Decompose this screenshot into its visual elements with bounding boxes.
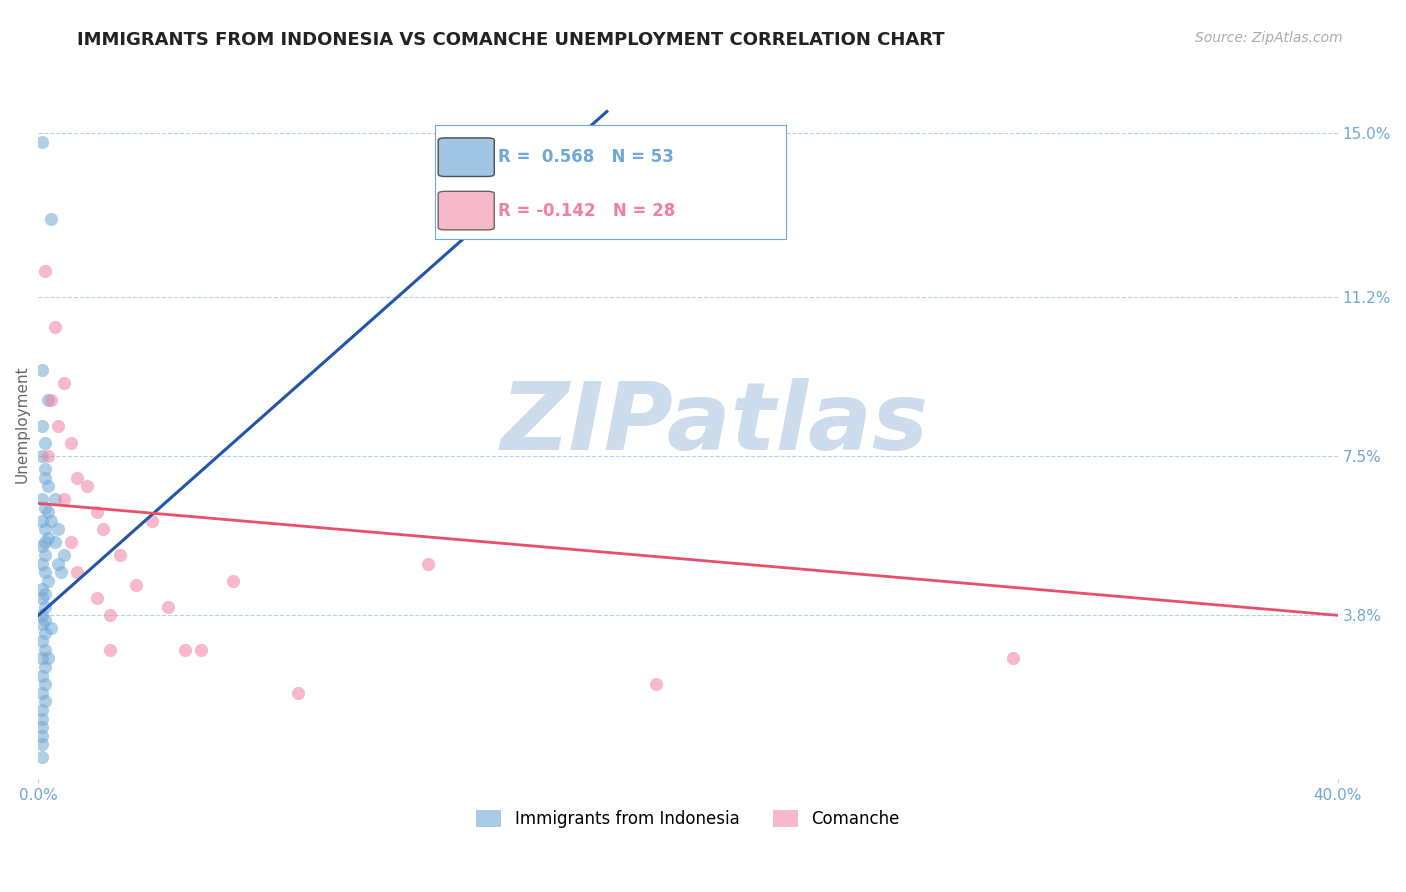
Point xyxy=(125,578,148,592)
Point xyxy=(34,436,56,450)
Point xyxy=(31,703,53,717)
Point xyxy=(31,582,53,597)
Point xyxy=(34,522,56,536)
Point xyxy=(31,514,53,528)
Text: Source: ZipAtlas.com: Source: ZipAtlas.com xyxy=(1195,31,1343,45)
Point xyxy=(46,557,69,571)
Point xyxy=(46,522,69,536)
Point xyxy=(31,651,53,665)
Point xyxy=(31,729,53,743)
Text: IMMIGRANTS FROM INDONESIA VS COMANCHE UNEMPLOYMENT CORRELATION CHART: IMMIGRANTS FROM INDONESIA VS COMANCHE UN… xyxy=(77,31,945,49)
Point xyxy=(31,449,53,463)
Point xyxy=(59,535,82,549)
Point xyxy=(34,625,56,640)
Point xyxy=(86,505,108,519)
Point xyxy=(34,500,56,515)
Point xyxy=(44,491,66,506)
Point xyxy=(34,264,56,278)
Point xyxy=(31,591,53,606)
Point xyxy=(173,642,195,657)
Point xyxy=(31,686,53,700)
Point xyxy=(31,720,53,734)
Point xyxy=(157,599,180,614)
Point xyxy=(31,557,53,571)
Point xyxy=(34,470,56,484)
Point xyxy=(59,436,82,450)
Point xyxy=(31,418,53,433)
Point xyxy=(86,591,108,606)
Point xyxy=(49,566,72,580)
Point xyxy=(41,392,63,407)
Point xyxy=(31,135,53,149)
Point xyxy=(644,677,666,691)
Point xyxy=(34,566,56,580)
Point xyxy=(46,418,69,433)
Point xyxy=(31,608,53,623)
Point xyxy=(37,574,59,588)
Point xyxy=(418,557,440,571)
Point xyxy=(34,642,56,657)
Point xyxy=(31,712,53,726)
Point xyxy=(76,479,98,493)
Point xyxy=(53,376,76,390)
Point xyxy=(31,540,53,554)
Point xyxy=(37,531,59,545)
Point xyxy=(37,392,59,407)
Point xyxy=(190,642,212,657)
Point xyxy=(53,491,76,506)
Point xyxy=(41,514,63,528)
Point xyxy=(34,694,56,708)
Point xyxy=(34,599,56,614)
Point xyxy=(37,449,59,463)
Point xyxy=(37,651,59,665)
Point xyxy=(1001,651,1024,665)
Point xyxy=(66,470,89,484)
Point xyxy=(34,587,56,601)
Point xyxy=(44,319,66,334)
Point xyxy=(31,668,53,682)
Point xyxy=(34,535,56,549)
Point xyxy=(287,686,309,700)
Point xyxy=(141,514,163,528)
Point xyxy=(41,212,63,227)
Point xyxy=(34,462,56,476)
Point xyxy=(31,363,53,377)
Point xyxy=(31,750,53,764)
Point xyxy=(34,613,56,627)
Point xyxy=(98,642,121,657)
Y-axis label: Unemployment: Unemployment xyxy=(15,365,30,483)
Point xyxy=(98,608,121,623)
Point xyxy=(41,621,63,635)
Legend: Immigrants from Indonesia, Comanche: Immigrants from Indonesia, Comanche xyxy=(470,803,907,835)
Point xyxy=(37,479,59,493)
Point xyxy=(66,566,89,580)
Point xyxy=(91,522,114,536)
Point xyxy=(37,505,59,519)
Point xyxy=(53,548,76,562)
Text: ZIPatlas: ZIPatlas xyxy=(501,377,928,470)
Point xyxy=(31,738,53,752)
Point xyxy=(31,491,53,506)
Point xyxy=(31,634,53,648)
Point xyxy=(31,616,53,631)
Point xyxy=(34,677,56,691)
Point xyxy=(222,574,245,588)
Point xyxy=(44,535,66,549)
Point xyxy=(108,548,131,562)
Point xyxy=(34,548,56,562)
Point xyxy=(34,660,56,674)
